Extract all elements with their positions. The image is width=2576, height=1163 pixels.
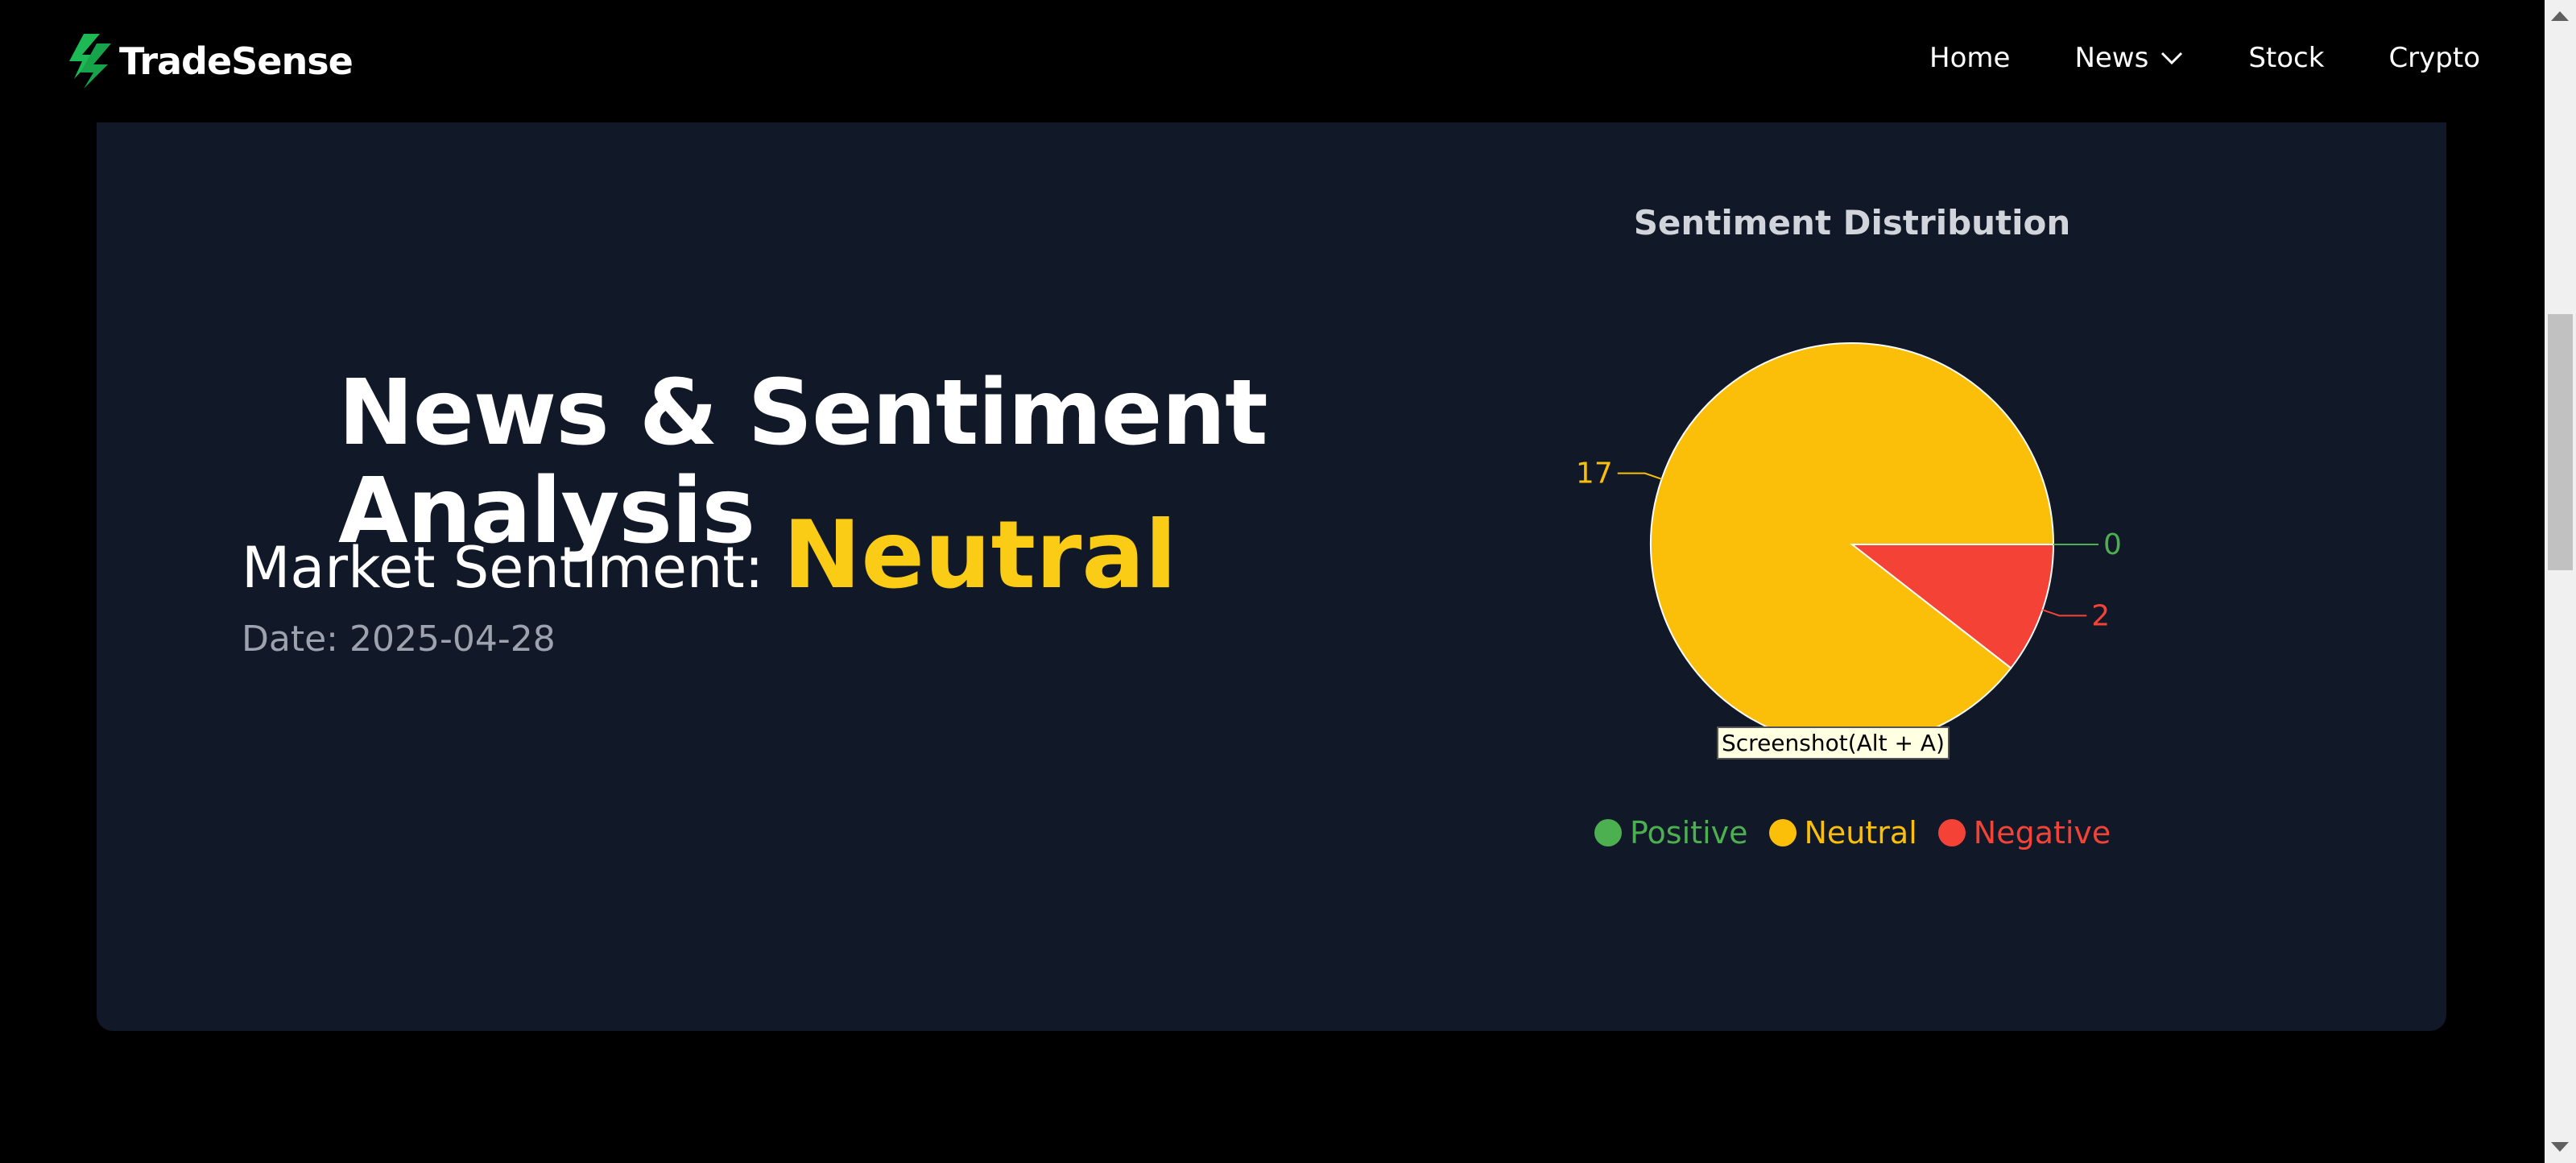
tradesense-logo-icon bbox=[69, 34, 111, 89]
sentiment-chart: Sentiment Distribution 0 2 17 Screenshot(A… bbox=[1530, 185, 2174, 910]
scroll-up-arrow-icon[interactable] bbox=[2551, 11, 2569, 21]
vertical-scrollbar[interactable] bbox=[2545, 0, 2576, 1163]
nav-crypto[interactable]: Crypto bbox=[2388, 42, 2480, 74]
page-title-line-1: News & Sentiment bbox=[338, 361, 1268, 466]
pie-value-label-negative: 2 bbox=[2091, 599, 2110, 632]
legend-item-positive[interactable]: Positive bbox=[1594, 815, 1748, 851]
screenshot-tooltip: Screenshot(Alt + A) bbox=[1717, 726, 1950, 759]
legend-item-neutral[interactable]: Neutral bbox=[1768, 815, 1917, 851]
nav-home[interactable]: Home bbox=[1929, 42, 2010, 74]
chart-title: Sentiment Distribution bbox=[1633, 203, 2071, 242]
brand-name: TradeSense bbox=[119, 39, 354, 83]
market-sentiment: Market Sentiment: Neutral bbox=[242, 501, 1176, 610]
pie-leader-line-negative bbox=[2042, 609, 2087, 617]
nav-home-label: Home bbox=[1929, 42, 2011, 74]
pie-value-label-neutral: 17 bbox=[1576, 457, 1613, 490]
legend-dot-positive bbox=[1594, 819, 1622, 846]
pie-value-label-positive: 0 bbox=[2103, 528, 2122, 561]
legend-item-negative[interactable]: Negative bbox=[1937, 815, 2111, 851]
navbar: TradeSense Home News Stock Crypto bbox=[0, 0, 2545, 122]
scroll-down-arrow-icon[interactable] bbox=[2551, 1142, 2569, 1152]
market-sentiment-label: Market Sentiment: bbox=[242, 535, 764, 601]
pie-slice-negative[interactable] bbox=[1850, 544, 2055, 669]
legend-dot-negative bbox=[1937, 819, 1966, 846]
brand[interactable]: TradeSense bbox=[66, 31, 354, 92]
legend-label-negative: Negative bbox=[1973, 815, 2111, 851]
page-title-line-2: Analysis bbox=[338, 459, 755, 564]
scrollbar-thumb[interactable] bbox=[2548, 314, 2573, 570]
legend-label-neutral: Neutral bbox=[1804, 815, 1917, 851]
legend-label-positive: Positive bbox=[1630, 815, 1748, 851]
main-nav: Home News Stock Crypto bbox=[1929, 42, 2480, 74]
nav-news[interactable]: News bbox=[2074, 42, 2184, 74]
nav-stock[interactable]: Stock bbox=[2248, 42, 2324, 74]
pie-leader-line-neutral bbox=[1617, 472, 1662, 480]
pie-slice-neutral[interactable] bbox=[1650, 342, 2055, 747]
hero-card: News & Sentiment Analysis bbox=[97, 122, 2446, 1031]
market-sentiment-value: Neutral bbox=[783, 501, 1177, 610]
nav-stock-label: Stock bbox=[2248, 42, 2325, 74]
nav-news-label: News bbox=[2074, 42, 2149, 74]
chevron-down-icon bbox=[2161, 52, 2183, 65]
nav-crypto-label: Crypto bbox=[2388, 42, 2480, 74]
pie-chart: 0 2 17 bbox=[1576, 342, 2122, 747]
chart-legend: Positive Neutral Negative bbox=[1594, 815, 2132, 851]
legend-dot-neutral bbox=[1768, 819, 1797, 846]
page-title: News & Sentiment Analysis bbox=[338, 361, 1268, 564]
sentiment-date: Date: 2025-04-28 bbox=[242, 619, 556, 660]
